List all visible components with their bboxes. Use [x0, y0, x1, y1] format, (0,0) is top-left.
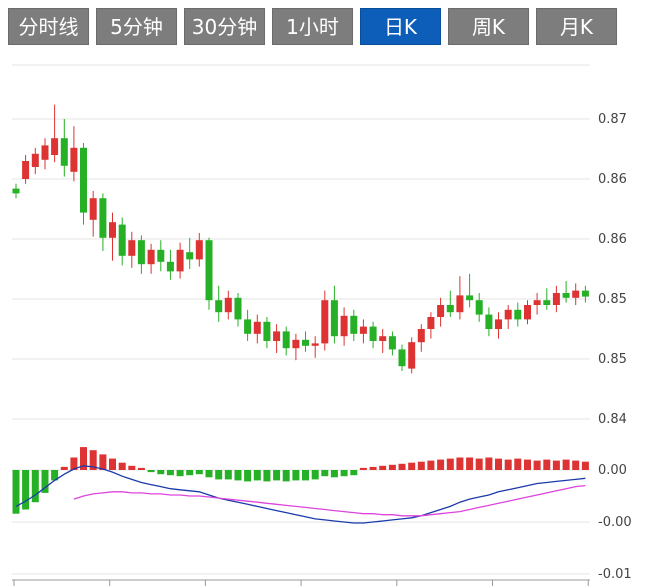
- svg-text:0.84: 0.84: [598, 412, 627, 427]
- svg-text:-0.00: -0.00: [598, 515, 632, 530]
- svg-text:0.85: 0.85: [598, 292, 627, 307]
- svg-text:0.85: 0.85: [598, 352, 627, 367]
- tab-5min[interactable]: 5分钟: [96, 8, 177, 45]
- tab-weekly-k[interactable]: 周K: [448, 8, 529, 45]
- tab-1hour[interactable]: 1小时: [272, 8, 353, 45]
- tab-monthly-k[interactable]: 月K: [536, 8, 617, 45]
- period-tabbar: 分时线 5分钟 30分钟 1小时 日K 周K 月K: [8, 8, 617, 45]
- tab-30min[interactable]: 30分钟: [184, 8, 265, 45]
- svg-text:0.87: 0.87: [598, 112, 627, 127]
- svg-text:-0.01: -0.01: [598, 567, 632, 582]
- tab-daily-k[interactable]: 日K: [360, 8, 441, 45]
- svg-text:0.00: 0.00: [598, 463, 627, 478]
- svg-text:0.86: 0.86: [598, 172, 627, 187]
- tab-timeline[interactable]: 分时线: [8, 8, 89, 45]
- svg-text:0.86: 0.86: [598, 232, 627, 247]
